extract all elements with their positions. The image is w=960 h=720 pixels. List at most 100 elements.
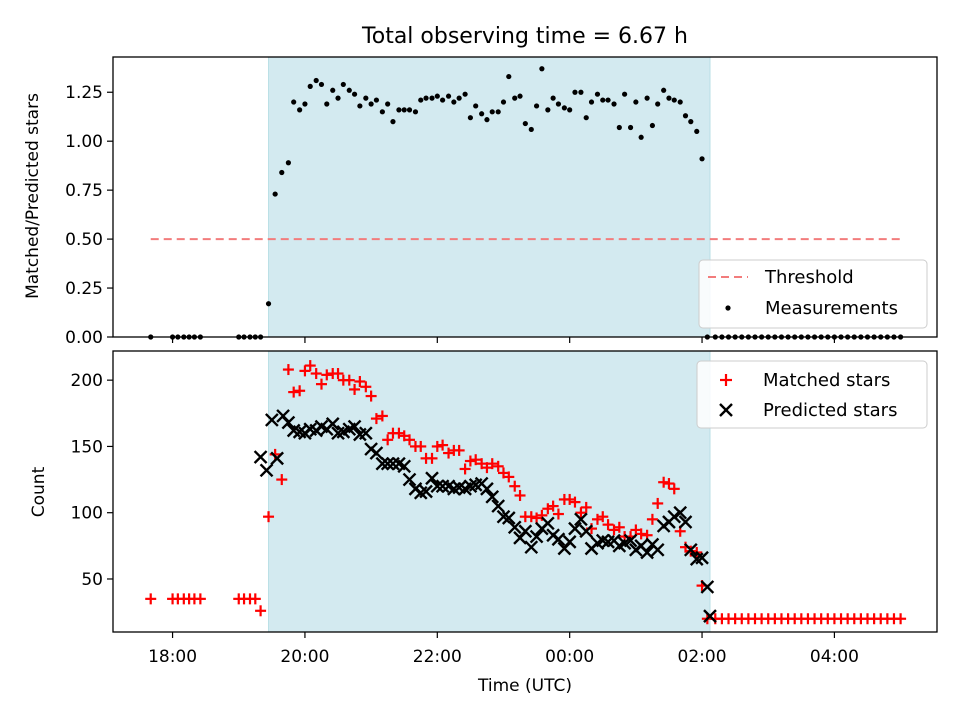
measurement-point <box>517 93 523 99</box>
matched-star-point <box>255 605 267 617</box>
matched-star-point <box>343 374 355 386</box>
predicted-star-point <box>579 524 594 539</box>
cross-stroke-b <box>435 479 450 494</box>
measurement-point <box>677 99 683 105</box>
cross-stroke-b <box>540 516 555 531</box>
matched-star-point <box>332 368 344 380</box>
predicted-star-point <box>380 456 395 471</box>
matched-star-point <box>288 386 300 398</box>
predicted-star-point <box>491 499 506 513</box>
matched-star-point <box>652 497 664 509</box>
measurement-point <box>605 97 611 103</box>
cross-stroke-b <box>551 532 566 547</box>
bottom-axes: 50 100 150 200 18:00 20:00 22:00 00:00 02:00 04:0… <box>71 350 938 667</box>
predicted-star-point <box>507 520 522 535</box>
matched-star-point <box>486 458 498 470</box>
predicted-star-point <box>325 417 340 431</box>
matched-star-point <box>282 364 294 376</box>
cross-stroke-b <box>347 419 362 434</box>
cross-stroke-b <box>485 489 500 504</box>
cross-stroke-b <box>634 538 649 553</box>
matched-star-point <box>547 500 559 512</box>
predicted-star-point <box>551 532 566 547</box>
measurement-point <box>434 93 440 99</box>
matched-star-point <box>470 454 482 466</box>
top-legend: Threshold Measurements <box>698 259 928 329</box>
y-tick-label: 0.25 <box>65 279 103 299</box>
top-observing-span <box>268 56 711 338</box>
cross-stroke-b <box>496 509 511 524</box>
matched-star-point <box>492 460 504 472</box>
matched-star-point <box>310 368 322 380</box>
predicted-star-point <box>673 505 688 520</box>
predicted-star-point <box>480 482 494 496</box>
measurement-point <box>279 169 285 176</box>
cross-stroke-b <box>507 520 522 535</box>
cross-stroke-b <box>491 499 506 513</box>
cross-stroke-b <box>452 480 466 495</box>
predicted-star-point <box>264 413 279 427</box>
matched-star-point <box>194 593 206 605</box>
cross-stroke-b <box>286 423 301 438</box>
measurement-point <box>588 99 595 105</box>
predicted-star-point <box>270 451 284 466</box>
measurement-point <box>412 109 419 115</box>
cross-stroke-b <box>281 415 296 430</box>
cross-stroke-b <box>397 459 412 474</box>
predicted-star-point <box>358 426 373 441</box>
matched-star-point <box>321 369 333 381</box>
cross-stroke-b <box>568 521 582 536</box>
matched-star-point <box>464 455 476 467</box>
matched-star-point <box>354 375 366 387</box>
measurement-point <box>627 124 634 131</box>
measurement-point <box>500 99 507 105</box>
y-tick-label: 0.50 <box>65 230 103 250</box>
measurement-point <box>539 66 545 72</box>
matched-star-point <box>552 508 564 520</box>
plot-frame <box>112 56 938 338</box>
predicted-star-point <box>369 446 384 460</box>
cross-stroke-b <box>253 450 268 464</box>
measurement-point <box>682 113 689 119</box>
x-tick-label: 04:00 <box>810 647 859 667</box>
y-tick-label: 50 <box>81 570 103 590</box>
measurement-point <box>297 107 303 113</box>
predicted-star-point <box>640 545 654 560</box>
matched-star-point <box>376 410 388 422</box>
measurement-point <box>616 124 622 131</box>
legend-box <box>698 259 928 329</box>
cross-stroke-b <box>430 479 445 494</box>
measurement-point <box>578 89 584 95</box>
measurement-point <box>462 91 468 97</box>
cross-stroke-b <box>480 482 494 496</box>
measurement-point <box>638 134 644 140</box>
measurement-point <box>440 97 446 103</box>
measurement-point <box>429 95 435 101</box>
measurement-point <box>533 103 540 109</box>
matched-star-point <box>276 474 288 486</box>
cross-stroke-b <box>700 580 715 594</box>
matched-star-point <box>658 476 670 488</box>
measurement-point <box>373 97 380 103</box>
cross-stroke-b <box>595 533 610 548</box>
cross-stroke-b <box>292 425 307 439</box>
measurement-point <box>330 87 336 93</box>
cross-stroke-b <box>358 426 373 441</box>
measurement-point <box>644 95 650 101</box>
predicted-star-point <box>574 512 588 527</box>
top-axes: 0.00 0.25 0.50 0.75 1.00 1.25 <box>65 56 938 348</box>
matched-star-point <box>315 378 327 390</box>
predicted-star-point <box>485 489 500 504</box>
measurement-point <box>423 95 429 101</box>
cross-stroke-b <box>259 463 274 478</box>
cross-stroke-b <box>392 456 406 471</box>
measurement-point <box>583 115 589 121</box>
measurement-point <box>357 103 363 109</box>
cross-stroke-b <box>518 524 533 539</box>
measurement-point <box>555 101 562 107</box>
legend-measurement-swatch <box>725 305 731 311</box>
predicted-star-point <box>402 472 417 487</box>
measurement-point <box>666 95 672 101</box>
cross-stroke-b <box>562 535 577 549</box>
cross-stroke-b <box>270 451 284 466</box>
